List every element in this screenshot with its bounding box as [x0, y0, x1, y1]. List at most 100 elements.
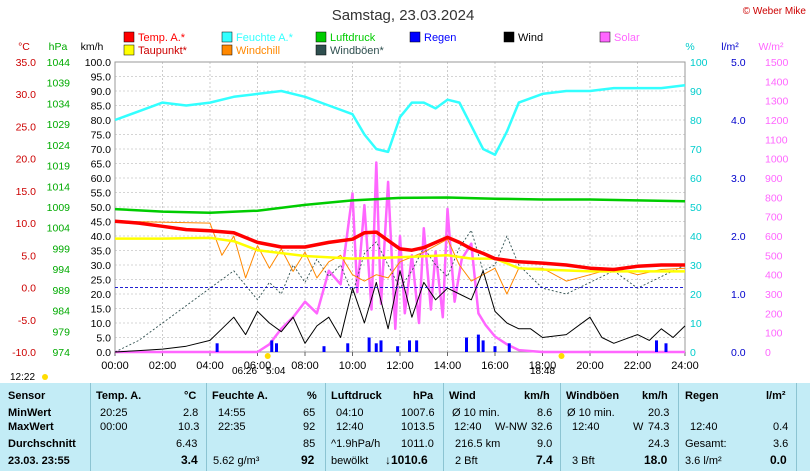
humid-max: 92 [303, 421, 316, 433]
pressure-now: ↓1010.6 [385, 453, 428, 467]
grid [115, 62, 685, 352]
gust-max-time: 12:40 [572, 421, 600, 433]
temp-tick: -5.0 [18, 315, 36, 327]
humidity-tick: 0 [690, 347, 696, 359]
solar-tick: 0 [765, 347, 771, 359]
row-label-now: 23.03. 23:55 [8, 455, 70, 467]
x-tick-label: 04:00 [196, 360, 224, 372]
x-tick-label: 14:00 [434, 360, 462, 372]
temp-max: 10.3 [178, 421, 200, 433]
row-label-max: MaxWert [8, 421, 54, 433]
pressure-tick: 1009 [47, 202, 71, 214]
series-line-feuchtea [114, 83, 686, 157]
series-line-windben [114, 229, 686, 353]
wind-avg10-label: Ø 10 min. [452, 407, 500, 419]
series-line-luftdruck [114, 196, 686, 215]
rain-unit: l/m² [766, 390, 786, 402]
time-marker-strip: 12:22 06:26 5:04 18:48 [0, 366, 810, 383]
gust-max-dir: W [633, 421, 644, 433]
solar-tick: 800 [765, 192, 783, 204]
humid-avg: 85 [303, 438, 316, 450]
legend: Temp. A.* Feuchte A.* Luftdruck Regen Wind So… [123, 31, 640, 57]
series-line-wind [114, 270, 686, 353]
gust-unit: km/h [642, 390, 668, 402]
legend-swatch [599, 31, 611, 43]
rain-total: 3.6 [773, 438, 789, 450]
wind-tick: 25.0 [91, 275, 112, 287]
temp-tick: 10.0 [16, 218, 37, 230]
temp-max-time: 00:00 [100, 421, 128, 433]
wind-tick: 70.0 [91, 144, 112, 156]
temp-unit: °C [184, 390, 197, 402]
legend-label: Wind [518, 32, 543, 44]
wind-tick: 65.0 [91, 159, 112, 171]
gust-now: 18.0 [644, 453, 668, 467]
solar-tick: 600 [765, 231, 783, 243]
rain-bar [275, 343, 278, 352]
temp-now: 3.4 [181, 453, 198, 467]
wind-max: 32.6 [531, 421, 553, 433]
pressure-tick: 989 [52, 285, 70, 297]
wind-tick: 15.0 [91, 304, 112, 316]
wind-tick: 40.0 [91, 231, 112, 243]
axis-units: °C hPa km/h% l/m² W/m² [18, 41, 784, 53]
wind-max-time: 12:40 [454, 421, 482, 433]
pressure-tick: 1044 [47, 57, 71, 69]
solar-tick: 1200 [765, 115, 789, 127]
x-tick-label: 06:00 [244, 360, 272, 372]
rain-bar [493, 346, 497, 352]
legend-swatch [123, 31, 135, 43]
temp-tick: 5.0 [21, 250, 36, 262]
temp-min-time: 20:25 [100, 407, 128, 419]
wind-tick: 60.0 [91, 173, 112, 185]
wind-tick: 35.0 [91, 246, 112, 258]
legend-label: Regen [424, 32, 456, 44]
wind-tick: 100.0 [85, 57, 111, 69]
pressure-min: 1007.6 [401, 407, 435, 419]
rain-tick: 0.0 [731, 347, 746, 359]
rain-now: 0.0 [770, 453, 787, 467]
humidity-tick: 40 [690, 231, 702, 243]
legend-label: Temp. A.* [138, 32, 186, 44]
series-layer [114, 83, 686, 354]
row-label-min: MinWert [8, 407, 52, 419]
pressure-avg: 1011.0 [401, 438, 434, 450]
wind-tick: 20.0 [91, 289, 112, 301]
wind-max-dir: W-NW [495, 421, 528, 433]
rain-bar [465, 337, 468, 352]
humid-min-time: 14:55 [218, 407, 246, 419]
rain-bar [507, 343, 511, 352]
rain-bar [379, 340, 383, 352]
temp-unit: °C [18, 41, 30, 53]
rain-tick: 3.0 [731, 173, 746, 185]
x-tick-label: 16:00 [481, 360, 509, 372]
humidity-tick: 20 [690, 289, 702, 301]
series-line-tempa [114, 219, 685, 272]
sunrise-time: 06:26 [232, 366, 258, 377]
wind-unit: km/h [524, 390, 550, 402]
solar-tick: 500 [765, 250, 783, 262]
pressure-tick: 1024 [47, 140, 71, 152]
rain-bar [396, 346, 400, 352]
wind-tick: 30.0 [91, 260, 112, 272]
gust-bft: 3 Bft [572, 455, 595, 467]
update-marker [42, 374, 48, 380]
x-tick-label: 02:00 [149, 360, 177, 372]
pressure-tick: 1014 [47, 181, 71, 193]
legend-swatch [221, 44, 233, 56]
wind-now: 7.4 [536, 453, 553, 467]
wind-tick: 45.0 [91, 217, 112, 229]
pressure-trend: ^1.9hPa/h [331, 438, 381, 450]
rain-bar [476, 334, 480, 352]
wind-tick: 95.0 [91, 72, 112, 84]
humidity-tick: 60 [690, 173, 702, 185]
solar-tick: 1500 [765, 57, 789, 69]
solar-tick: 200 [765, 308, 783, 320]
sunset-time: 18:48 [530, 366, 556, 377]
solar-tick: 100 [765, 328, 783, 340]
temp-tick: 35.0 [16, 57, 37, 69]
wind-bft: 2 Bft [455, 455, 478, 467]
pressure-tick: 979 [52, 326, 70, 338]
chart-title: Samstag, 23.03.2024 [332, 7, 475, 24]
legend-swatch [221, 31, 233, 43]
